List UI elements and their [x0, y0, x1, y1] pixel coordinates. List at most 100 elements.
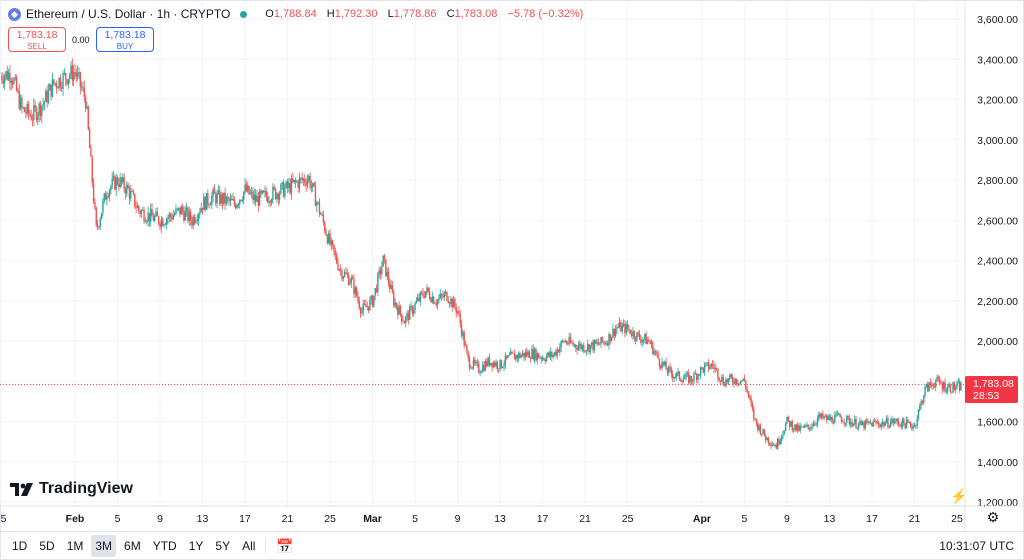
candle-body: [778, 438, 780, 444]
candle-body: [208, 204, 210, 206]
candle-body: [681, 380, 683, 383]
candle-body: [209, 204, 212, 206]
candle-body: [456, 311, 459, 313]
candle-body: [459, 313, 461, 324]
ai-assistant-icon[interactable]: ⚡: [950, 488, 968, 504]
candlestick-chart[interactable]: 1,200.001,400.001,600.001,800.002,000.00…: [0, 0, 1024, 531]
candle-body: [200, 207, 202, 213]
candle-body: [382, 255, 384, 267]
candle-body: [850, 422, 852, 425]
candle-body: [811, 426, 813, 428]
candle-body: [203, 197, 205, 211]
candle-body: [173, 214, 176, 216]
utc-clock[interactable]: 10:31:07 UTC: [939, 539, 1014, 553]
candle-body: [767, 437, 770, 443]
range-button-all[interactable]: All: [242, 539, 256, 553]
candle-body: [883, 421, 885, 427]
candle-body: [407, 312, 410, 320]
candle-body: [687, 373, 690, 383]
x-tick-label: 17: [239, 513, 251, 525]
candle-body: [27, 103, 30, 114]
candle-body: [474, 359, 476, 364]
candle-body: [860, 420, 863, 426]
sell-button[interactable]: 1,783.18 SELL: [8, 27, 66, 52]
candle-body: [3, 76, 6, 84]
candle-body: [318, 202, 321, 214]
range-button-ytd[interactable]: YTD: [152, 539, 177, 553]
candle-body: [476, 362, 479, 364]
tradingview-logo-icon: [10, 482, 33, 496]
candle-body: [646, 340, 649, 345]
candle-body: [227, 196, 229, 199]
range-button-1m[interactable]: 1M: [66, 539, 84, 553]
candle-body: [302, 178, 305, 181]
candle-body: [920, 401, 922, 406]
candle-body: [846, 415, 848, 423]
y-tick-label: 2,200.00: [977, 296, 1018, 308]
range-button-6m[interactable]: 6M: [124, 539, 141, 553]
candle-body: [803, 425, 805, 428]
tradingview-logo[interactable]: TradingView: [10, 480, 133, 498]
candle-body: [171, 216, 173, 220]
candle-body: [506, 355, 508, 358]
candle-body: [347, 275, 350, 285]
buy-price: 1,783.18: [104, 29, 146, 41]
candle-body: [277, 193, 279, 200]
candle-body: [495, 362, 497, 367]
candle-body: [569, 337, 572, 343]
range-button-1y[interactable]: 1Y: [188, 539, 204, 553]
candle-body: [338, 269, 341, 271]
symbol-title[interactable]: Ethereum / U.S. Dollar · 1h · CRYPTO: [26, 7, 231, 21]
candle-body: [224, 192, 226, 204]
candle-body: [345, 272, 347, 274]
candle-body: [450, 298, 452, 304]
buy-button[interactable]: 1,783.18 BUY: [96, 27, 154, 52]
candle-body: [147, 212, 149, 222]
candle-body: [342, 276, 345, 279]
candle-body: [53, 79, 55, 84]
candle-body: [730, 374, 732, 378]
close-value: 1,783.08: [454, 8, 498, 20]
candle-body: [815, 423, 817, 425]
x-tick-label: 5: [115, 513, 121, 525]
candle-body: [466, 345, 468, 352]
candle-body: [120, 177, 123, 183]
x-tick-label: 25: [622, 513, 634, 525]
calendar-icon[interactable]: 📅: [276, 537, 294, 554]
candle-body: [172, 215, 174, 220]
candle-body: [23, 107, 26, 113]
range-button-3m[interactable]: 3M: [91, 535, 117, 557]
range-button-1d[interactable]: 1D: [12, 539, 28, 553]
candle-body: [709, 367, 711, 370]
range-button-5d[interactable]: 5D: [39, 539, 55, 553]
candle-body: [630, 333, 633, 336]
candle-body: [264, 190, 266, 193]
candle-body: [588, 344, 590, 352]
candle-body: [621, 325, 623, 332]
candle-body: [217, 190, 220, 194]
candle-body: [618, 321, 621, 328]
candle-body: [409, 306, 411, 320]
candle-body: [414, 303, 416, 310]
candle-body: [282, 182, 285, 197]
candle-body: [256, 196, 258, 202]
candle-body: [258, 190, 261, 206]
candle-body: [661, 361, 663, 369]
candle-body: [763, 429, 766, 437]
candle-body: [354, 287, 356, 294]
candle-body: [703, 364, 706, 373]
candle-body: [418, 297, 420, 302]
candle-body: [394, 302, 396, 306]
candle-body: [818, 413, 820, 419]
candle-body: [90, 148, 92, 157]
candle-body: [472, 359, 475, 368]
gear-icon[interactable]: ⚙: [986, 509, 1000, 525]
candle-body: [67, 79, 70, 85]
candle-body: [608, 333, 610, 346]
candle-body: [581, 345, 584, 349]
candle-body: [872, 421, 875, 427]
candle-body: [771, 444, 774, 446]
candle-body: [824, 415, 827, 417]
range-button-5y[interactable]: 5Y: [215, 539, 231, 553]
candle-body: [891, 418, 893, 422]
